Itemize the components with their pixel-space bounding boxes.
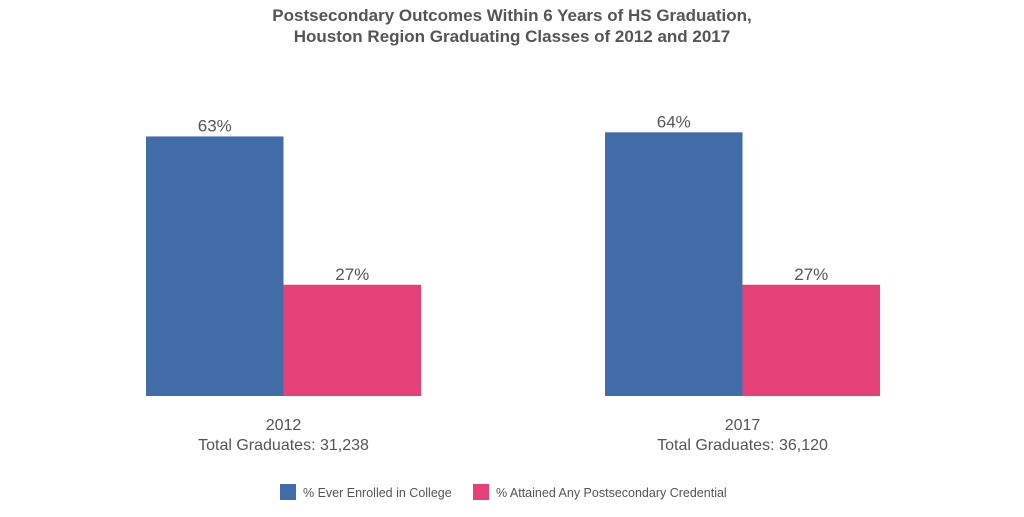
labels-layer: 63% 27% 2012 Total Graduates: 31,238 64% 27% 2… [198, 112, 829, 454]
category-sublabel-2017: Total Graduates: 36,120 [657, 437, 828, 454]
bar-2012-enrolled [146, 136, 284, 396]
legend-label-enrolled: % Ever Enrolled in College [303, 486, 452, 500]
bars-layer [146, 132, 880, 396]
data-label-2012-credential: 27% [335, 265, 369, 284]
category-label-2017: 2017 [725, 417, 761, 434]
legend: % Ever Enrolled in College % Attained Any… [280, 484, 727, 500]
legend-swatch-enrolled [280, 484, 296, 500]
category-label-2012: 2012 [266, 417, 302, 434]
data-label-2012-enrolled: 63% [198, 116, 232, 135]
data-label-2017-credential: 27% [794, 265, 828, 284]
bar-2012-credential [283, 284, 421, 396]
chart-title: Postsecondary Outcomes Within 6 Years of… [272, 6, 751, 25]
bar-2017-credential [742, 284, 880, 396]
category-sublabel-2012: Total Graduates: 31,238 [198, 437, 369, 454]
legend-swatch-credential [473, 484, 489, 500]
bar-2017-enrolled [605, 132, 743, 396]
legend-label-credential: % Attained Any Postsecondary Credential [496, 486, 727, 500]
chart-subtitle: Houston Region Graduating Classes of 201… [294, 27, 730, 46]
data-label-2017-enrolled: 64% [657, 112, 691, 131]
